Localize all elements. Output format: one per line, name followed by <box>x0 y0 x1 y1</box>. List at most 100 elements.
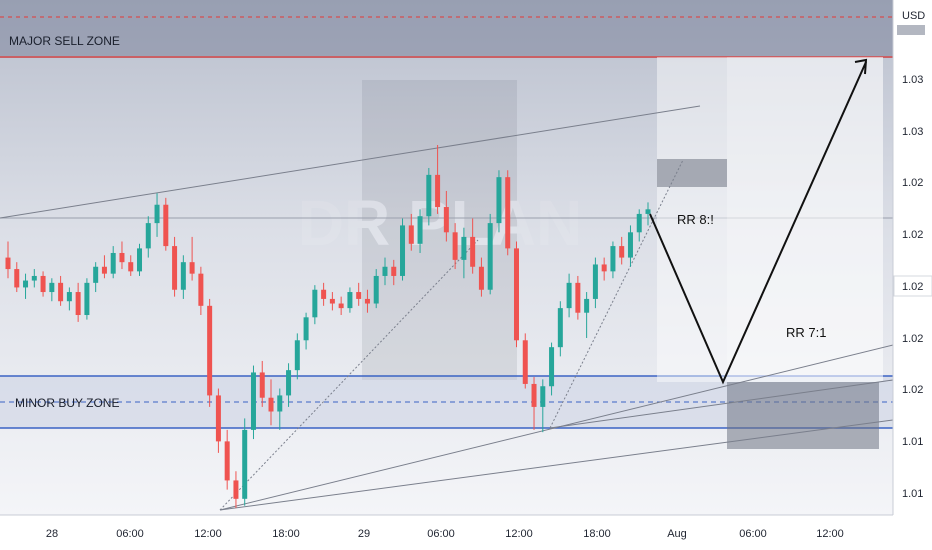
candle-body <box>180 262 186 290</box>
candle-body <box>31 275 37 281</box>
candle-body <box>619 246 625 258</box>
candle-body <box>303 317 309 341</box>
candle-body <box>145 223 151 249</box>
candle-body <box>58 282 64 302</box>
candle-body <box>566 282 572 309</box>
second-target-box[interactable] <box>727 57 883 382</box>
candle-body <box>75 292 81 316</box>
time-tick-label: 12:00 <box>816 528 844 540</box>
candle-body <box>268 397 274 412</box>
candle-body <box>347 292 353 309</box>
candle-body <box>172 246 178 290</box>
price-axis[interactable] <box>893 0 932 550</box>
major-sell-zone[interactable] <box>0 0 893 58</box>
price-tick-label: 1.01 <box>902 436 923 448</box>
candle-body <box>189 262 195 274</box>
price-tick-label: 1.02 <box>902 177 923 189</box>
candle-body <box>207 305 213 396</box>
candle-body <box>601 264 607 272</box>
candle-body <box>277 395 283 412</box>
rr-label-first: RR 8:! <box>677 212 714 227</box>
candle-body <box>215 395 221 442</box>
candle-body <box>417 216 423 244</box>
candle-body <box>575 282 581 313</box>
second-stop-box[interactable] <box>727 382 879 449</box>
price-tick-label: 1.02 <box>902 384 923 396</box>
rr-label-second: RR 7:1 <box>786 325 826 340</box>
candle-body <box>461 236 467 260</box>
time-axis[interactable] <box>0 515 932 550</box>
time-tick-label: 18:00 <box>583 528 611 540</box>
projection-path <box>649 58 868 385</box>
candle-body <box>549 347 555 387</box>
candle-body <box>540 386 546 407</box>
candle-body <box>49 282 55 293</box>
candle-body <box>487 223 493 290</box>
candle-body <box>452 232 458 260</box>
candle-body <box>23 280 29 288</box>
current-price-value: 1.02 <box>902 281 923 293</box>
candle-body <box>250 372 256 430</box>
candle-body <box>224 441 230 481</box>
candle-body <box>522 340 528 384</box>
candle-body <box>505 177 511 249</box>
candle-body <box>364 298 370 304</box>
candle-body <box>321 289 327 299</box>
candle-body <box>478 266 484 290</box>
stop-box[interactable] <box>657 159 727 187</box>
candle-body <box>373 275 379 304</box>
candle-body <box>163 204 169 247</box>
currency-badge <box>897 25 925 35</box>
candle-body <box>610 246 616 272</box>
major-sell-zone-label: MAJOR SELL ZONE <box>9 34 120 48</box>
time-tick-label: 12:00 <box>194 528 222 540</box>
time-axis-ticks: 28 06:00 12:00 18:00 29 06:00 12:00 18:00 Aug 06:… <box>46 528 844 540</box>
candle-body <box>645 209 651 214</box>
candle-body <box>557 308 563 348</box>
time-tick-label: 06:00 <box>427 528 455 540</box>
candle-body <box>137 248 143 272</box>
candle-body <box>294 340 300 371</box>
candle-body <box>592 264 598 299</box>
candle-body <box>636 213 642 233</box>
target-box[interactable] <box>657 57 883 382</box>
candle-body <box>5 257 11 270</box>
candle-body <box>496 177 502 224</box>
price-tick-label: 1.01 <box>902 488 923 500</box>
candle-body <box>259 372 265 398</box>
candle-body <box>408 225 414 244</box>
candle-body <box>470 236 476 267</box>
candle-body <box>198 273 204 306</box>
time-tick-label: 28 <box>46 528 58 540</box>
time-tick-label: 29 <box>358 528 370 540</box>
candle-body <box>286 370 292 396</box>
candle-body <box>84 282 90 316</box>
candle-body <box>93 266 99 283</box>
trend-lines[interactable] <box>0 105 894 511</box>
candle-body <box>382 266 388 276</box>
currency-label: USD <box>902 10 925 22</box>
candle-body <box>443 207 449 233</box>
candle-body <box>242 429 248 499</box>
candle-body <box>426 174 432 217</box>
price-tick-label: 1.03 <box>902 126 923 138</box>
candle-body <box>233 480 239 499</box>
candle-body <box>531 383 537 407</box>
candle-body <box>128 262 134 272</box>
candle-body <box>400 225 406 276</box>
candle-body <box>154 204 160 224</box>
candle-body <box>66 292 72 302</box>
candle-body <box>627 232 633 258</box>
candle-body <box>312 289 318 318</box>
price-tick-label: 1.02 <box>902 229 923 241</box>
price-tick-label: 1.03 <box>902 74 923 86</box>
candle-body <box>391 266 397 276</box>
current-price-badge <box>893 275 932 297</box>
time-tick-label: Aug <box>667 528 687 540</box>
price-tick-label: 1.02 <box>902 333 923 345</box>
candle-body <box>435 174 441 208</box>
time-tick-label: 12:00 <box>505 528 533 540</box>
time-tick-label: 06:00 <box>116 528 144 540</box>
candle-body <box>40 275 46 293</box>
